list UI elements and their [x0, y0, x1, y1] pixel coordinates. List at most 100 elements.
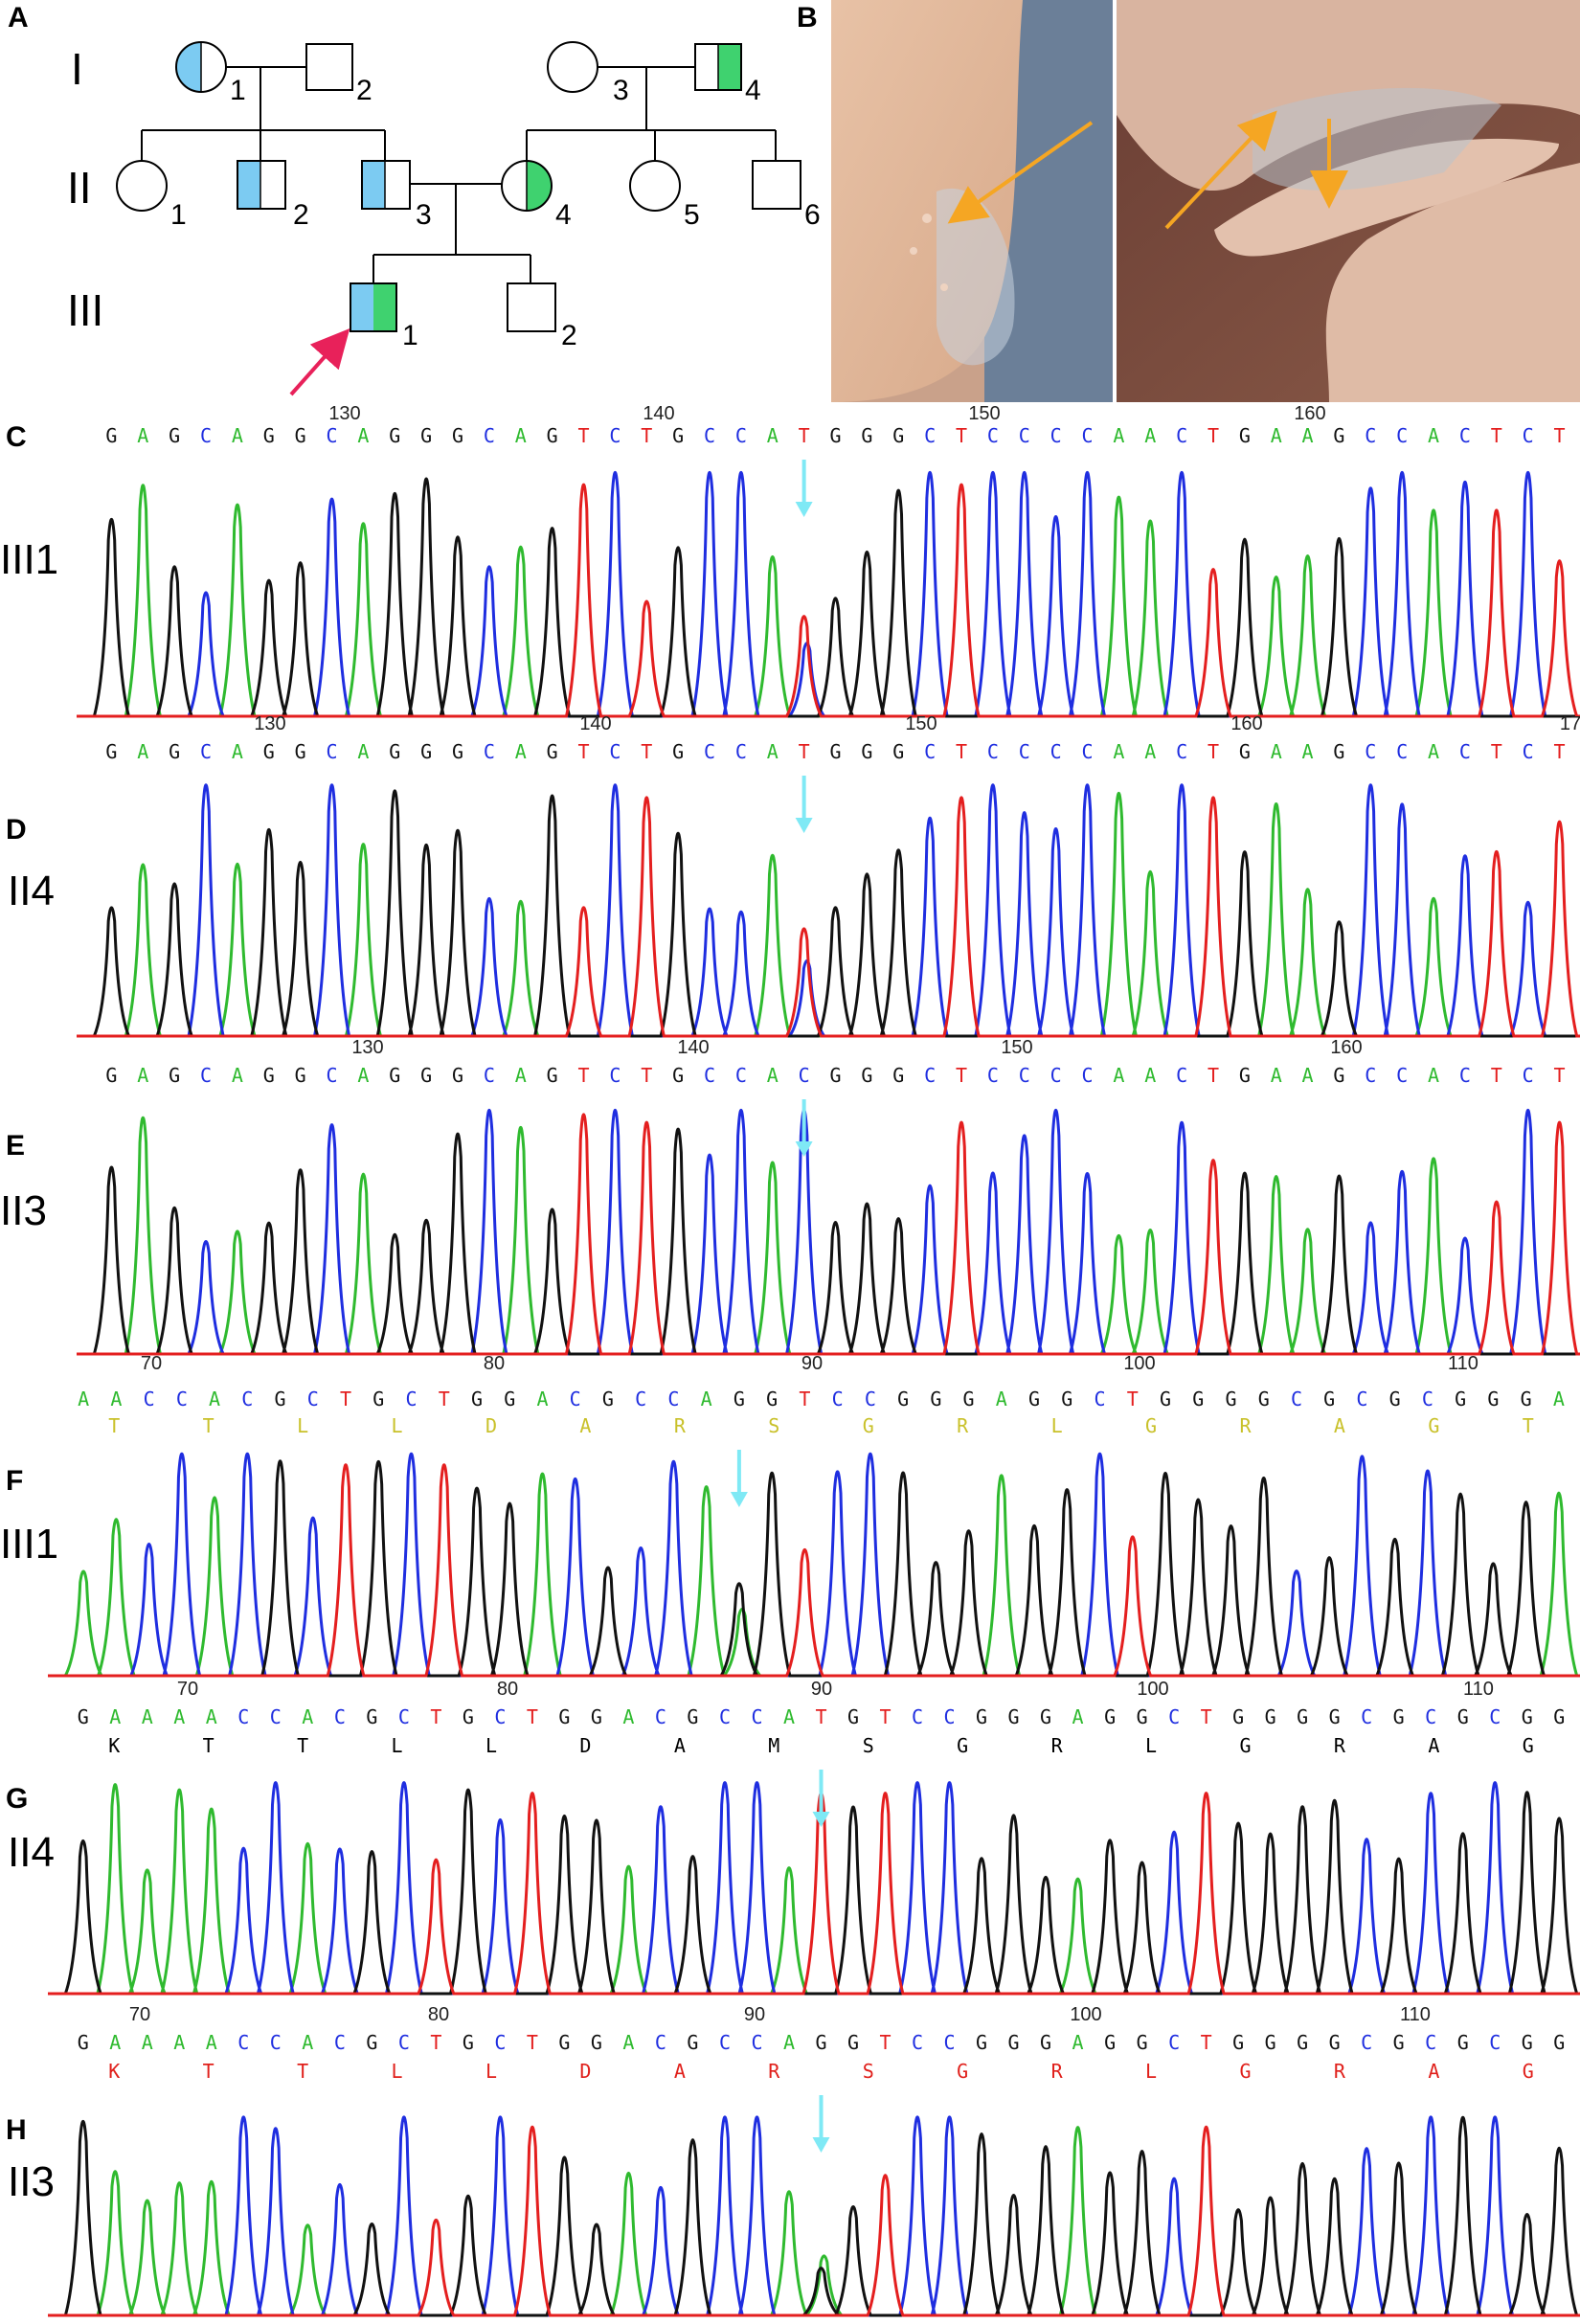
pedigree-individual-i2: 2: [305, 43, 372, 106]
sample-label-f: III1: [0, 1521, 59, 1568]
tick-label: 70: [129, 2004, 150, 2025]
tick-label: 150: [905, 713, 937, 734]
base-call: C: [912, 2031, 923, 2054]
amino-acid: D: [579, 2060, 591, 2083]
base-call: A: [206, 2031, 217, 2054]
individual-number: 3: [613, 75, 629, 106]
amino-acid: T: [108, 1414, 120, 1437]
base-call: C: [799, 1064, 810, 1087]
photo-arm: [831, 0, 1113, 402]
individual-number: 3: [416, 199, 432, 231]
amino-acid: L: [1145, 1734, 1157, 1757]
base-call: G: [1040, 1705, 1051, 1728]
photo-arrow: [1164, 110, 1277, 230]
base-call: C: [1425, 2031, 1436, 2054]
base-call: A: [1302, 740, 1314, 763]
base-call: C: [270, 1705, 282, 1728]
base-call: G: [420, 424, 432, 447]
base-call: C: [1523, 1064, 1534, 1087]
base-call: G: [1028, 1388, 1040, 1410]
base-call: G: [1239, 1064, 1251, 1087]
base-call: A: [767, 740, 779, 763]
tick-label: 110: [1448, 1353, 1478, 1374]
base-call: A: [206, 1705, 217, 1728]
base-call: A: [137, 424, 148, 447]
base-call: G: [861, 424, 872, 447]
base-call: T: [430, 2031, 441, 2054]
base-call: G: [389, 740, 400, 763]
variant-arrowhead: [795, 818, 813, 833]
trace-c: [77, 783, 1580, 1038]
base-call: G: [1137, 1705, 1148, 1728]
base-call: G: [1232, 2031, 1244, 2054]
trace-g: [48, 2115, 1580, 2317]
base-call: A: [232, 1064, 243, 1087]
amino-acid: S: [863, 2060, 874, 2083]
base-call: T: [577, 424, 589, 447]
base-call: C: [327, 1064, 338, 1087]
trace-a: [48, 2126, 1580, 2317]
base-call: C: [1365, 740, 1376, 763]
base-call: G: [1297, 1705, 1308, 1728]
panel-letter-h: H: [6, 2114, 27, 2146]
base-call: T: [1208, 1064, 1219, 1087]
base-call: G: [1239, 740, 1251, 763]
pedigree-individual-ii4: 4: [501, 160, 572, 231]
base-call: G: [930, 1388, 941, 1410]
base-call: T: [879, 2031, 891, 2054]
base-call: T: [577, 740, 589, 763]
base-call: C: [735, 1064, 747, 1087]
base-call: G: [1265, 2031, 1276, 2054]
base-call: G: [1232, 1705, 1244, 1728]
base-call: G: [420, 1064, 432, 1087]
base-call: C: [1081, 424, 1093, 447]
pedigree-individual-ii5: 5: [629, 160, 700, 231]
photo-arrow: [947, 121, 1094, 224]
tick-label: 80: [497, 1679, 518, 1700]
panel-letter-d: D: [6, 814, 27, 846]
panel-letter-e: E: [6, 1130, 26, 1162]
sample-label-h: II3: [8, 2158, 55, 2205]
base-call: C: [484, 740, 495, 763]
base-call: G: [1333, 1064, 1344, 1087]
base-call: G: [1008, 1705, 1020, 1728]
base-call: A: [302, 1705, 313, 1728]
amino-acid: A: [674, 1734, 686, 1757]
base-call: G: [861, 740, 872, 763]
base-call: G: [547, 740, 558, 763]
tick-label: 160: [1294, 403, 1325, 424]
base-call: G: [1239, 424, 1251, 447]
trace-t: [77, 483, 1580, 718]
panel-letter-c: C: [6, 421, 27, 453]
base-call: A: [109, 1705, 121, 1728]
base-call: T: [956, 740, 967, 763]
base-call: C: [735, 740, 747, 763]
base-call: G: [897, 1388, 909, 1410]
base-call: G: [1137, 2031, 1148, 2054]
base-call: G: [1393, 2031, 1405, 2054]
panel-letter-g: G: [6, 1783, 29, 1815]
base-call: C: [1019, 1064, 1030, 1087]
base-call: C: [1523, 740, 1534, 763]
amino-acid: A: [674, 2060, 686, 2083]
base-call: C: [1459, 1064, 1471, 1087]
tick-label: 70: [141, 1353, 162, 1374]
base-call: A: [1144, 1064, 1156, 1087]
base-call: G: [105, 740, 117, 763]
base-call: C: [307, 1388, 319, 1410]
base-call: C: [398, 2031, 410, 2054]
base-call: C: [704, 424, 715, 447]
base-call: C: [1168, 1705, 1180, 1728]
base-call: C: [609, 424, 621, 447]
tick-label: 110: [1463, 1679, 1494, 1700]
tick-label: 90: [811, 1679, 832, 1700]
base-call: C: [1361, 1705, 1372, 1728]
base-call: G: [829, 1064, 841, 1087]
base-call: G: [815, 2031, 826, 2054]
base-call: G: [547, 424, 558, 447]
tick-label: 80: [428, 2004, 449, 2025]
base-call: G: [847, 2031, 859, 2054]
base-call: A: [232, 740, 243, 763]
base-call: A: [1271, 1064, 1282, 1087]
base-call: C: [398, 1705, 410, 1728]
